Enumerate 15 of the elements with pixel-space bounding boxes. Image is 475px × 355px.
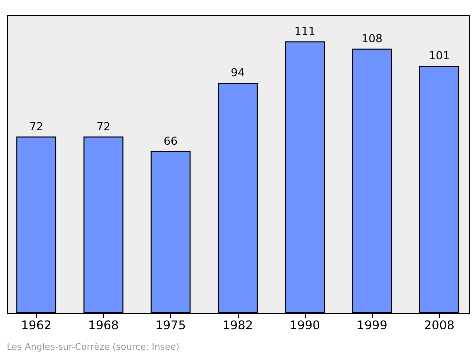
data-label: 111 — [294, 25, 316, 38]
x-tick-label: 1999 — [357, 318, 388, 332]
x-tick-label: 1982 — [222, 318, 254, 332]
data-label: 101 — [428, 49, 450, 62]
data-label: 72 — [96, 120, 111, 134]
x-tick-label: 1962 — [21, 318, 52, 332]
data-label: 72 — [30, 120, 44, 134]
x-tick-label: 1990 — [290, 318, 320, 332]
x-tick-label: 1968 — [88, 318, 119, 332]
text: Les Angles-sur-Corrèze (source: Insee) — [7, 342, 180, 353]
data-label: 94 — [231, 66, 245, 80]
x-tick-label: 1975 — [156, 318, 186, 332]
data-label: 108 — [362, 32, 383, 46]
data-label: 66 — [164, 134, 178, 148]
x-tick-label: 2008 — [424, 318, 455, 332]
